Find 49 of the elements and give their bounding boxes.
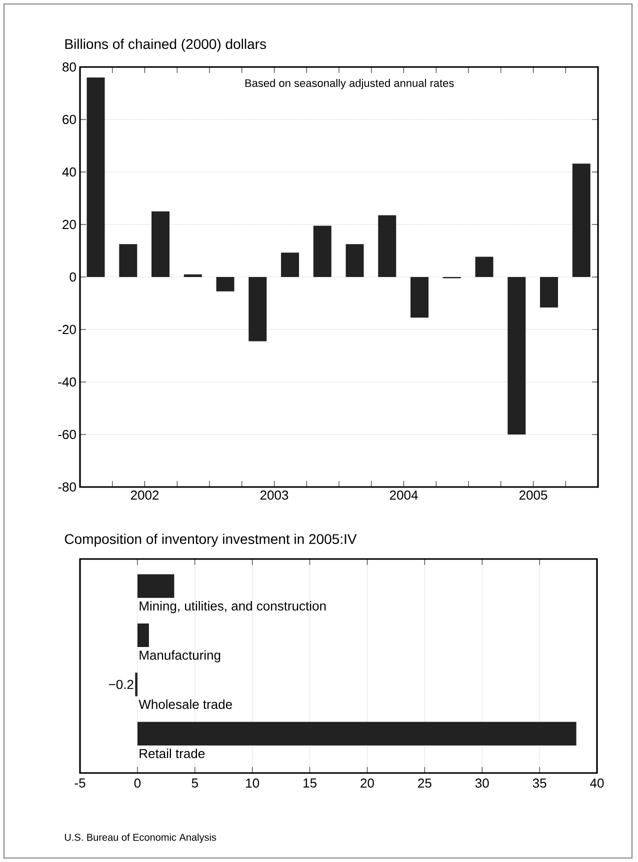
x-tick-label: 2005 [519, 490, 548, 500]
y-tick-label: 40 [62, 167, 76, 177]
y-tick-label: -20 [58, 324, 76, 334]
y-tick-label: Wholesale trade [138, 699, 232, 709]
bar [137, 574, 174, 598]
bar [137, 623, 149, 648]
bar [137, 722, 576, 746]
bar [313, 226, 332, 277]
x-tick-label: 2003 [260, 490, 288, 500]
x-tick-label: 30 [475, 778, 489, 788]
bar [248, 276, 267, 342]
x-tick-label: 15 [304, 778, 316, 788]
annotation: Based on seasonally adjusted annual rates [245, 78, 454, 90]
bar [572, 164, 590, 277]
x-tick-label: 10 [246, 778, 260, 788]
y-tick-label: -60 [58, 430, 76, 440]
bar [540, 276, 558, 308]
bar [281, 252, 300, 277]
data-label: −0.2 [108, 680, 134, 690]
y-tick-label: -40 [58, 377, 76, 387]
x-tick-label: 40 [590, 778, 604, 788]
x-tick-label: 35 [532, 778, 546, 788]
bar [508, 276, 526, 434]
x-tick-label: 2002 [130, 490, 159, 500]
x-tick-label: 20 [360, 778, 374, 788]
bar [152, 211, 170, 277]
bar [410, 276, 429, 318]
y-tick-label: 80 [62, 62, 76, 72]
y-tick-label: -80 [58, 482, 76, 492]
x-tick-label: 25 [418, 778, 432, 788]
y-tick-label: 60 [62, 114, 76, 124]
x-tick-label: 5 [192, 778, 198, 788]
y-tick-label: Retail trade [140, 748, 205, 758]
x-tick-label: -5 [74, 778, 86, 788]
bar [184, 274, 202, 277]
bar [346, 244, 364, 277]
y-tick-label: Mining, utilities, and construction [140, 601, 326, 614]
bar [216, 276, 234, 292]
y-tick-label: Manufacturing [140, 650, 220, 662]
bar [378, 215, 396, 277]
bar [119, 244, 138, 277]
x-tick-label: 2004 [390, 490, 418, 500]
bar [475, 256, 494, 277]
y-axis-title: Billions of chained (2000) dollars [65, 38, 266, 52]
chart-title: Composition of inventory investment in 2005:IV [64, 534, 357, 547]
y-tick-label: 0 [70, 272, 76, 282]
bar [86, 78, 105, 277]
y-tick-label: 20 [62, 220, 76, 230]
text: U.S. Bureau of Economic Analysis [64, 833, 216, 843]
